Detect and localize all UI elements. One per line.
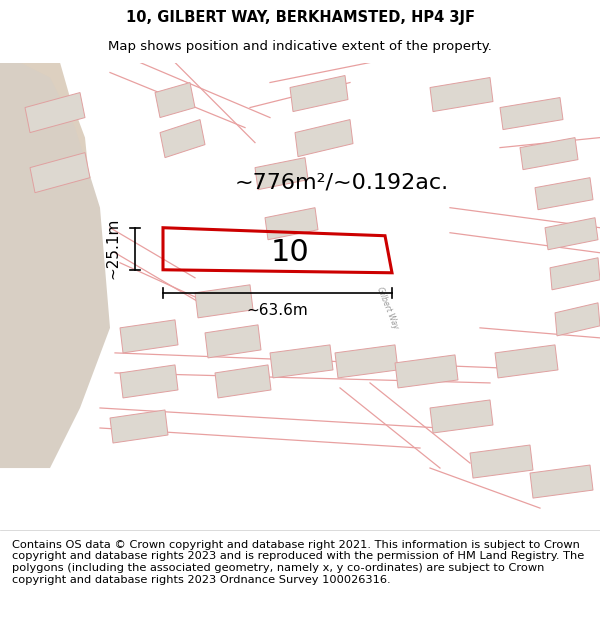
Polygon shape (0, 62, 90, 343)
Polygon shape (120, 320, 178, 353)
Text: Gilbert Way: Gilbert Way (376, 286, 401, 330)
Text: ~63.6m: ~63.6m (247, 303, 308, 318)
Text: 10, GILBERT WAY, BERKHAMSTED, HP4 3JF: 10, GILBERT WAY, BERKHAMSTED, HP4 3JF (125, 10, 475, 25)
Polygon shape (120, 365, 178, 398)
Polygon shape (290, 76, 348, 112)
Polygon shape (0, 62, 110, 468)
Polygon shape (295, 119, 353, 157)
Polygon shape (335, 345, 398, 378)
Polygon shape (395, 355, 458, 388)
Polygon shape (520, 138, 578, 169)
Polygon shape (160, 119, 205, 158)
Polygon shape (530, 465, 593, 498)
Polygon shape (550, 258, 600, 290)
Polygon shape (110, 410, 168, 443)
Text: Map shows position and indicative extent of the property.: Map shows position and indicative extent… (108, 41, 492, 53)
Polygon shape (430, 400, 493, 433)
Polygon shape (0, 217, 100, 418)
Text: ~776m²/~0.192ac.: ~776m²/~0.192ac. (235, 173, 449, 192)
Polygon shape (555, 303, 600, 336)
Polygon shape (430, 78, 493, 112)
Polygon shape (215, 365, 271, 398)
Polygon shape (30, 152, 90, 192)
Text: Contains OS data © Crown copyright and database right 2021. This information is : Contains OS data © Crown copyright and d… (12, 540, 584, 584)
Polygon shape (470, 445, 533, 478)
Text: ~25.1m: ~25.1m (106, 218, 121, 279)
Text: 10: 10 (271, 238, 310, 268)
Polygon shape (155, 82, 195, 118)
Polygon shape (500, 98, 563, 129)
Polygon shape (255, 158, 308, 189)
Polygon shape (495, 345, 558, 378)
Polygon shape (25, 92, 85, 132)
Polygon shape (265, 208, 318, 240)
Polygon shape (545, 217, 598, 250)
Polygon shape (205, 325, 261, 358)
Polygon shape (195, 285, 253, 318)
Polygon shape (535, 177, 593, 210)
Polygon shape (270, 345, 333, 378)
